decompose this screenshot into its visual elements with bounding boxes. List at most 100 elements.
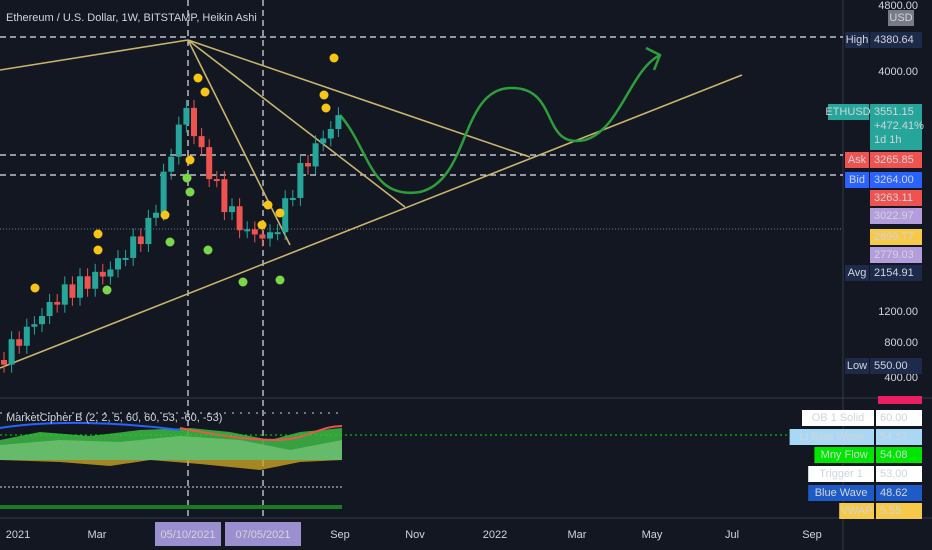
- candle-body: [206, 147, 213, 180]
- candle-body: [99, 271, 106, 277]
- price-tag: [870, 247, 922, 263]
- candle-body: [137, 236, 144, 245]
- chart-title: Ethereum / U.S. Dollar, 1W, BITSTAMP, He…: [6, 12, 257, 24]
- indicator-tag-value: 48.62: [880, 487, 908, 499]
- signal-dot: [193, 73, 203, 83]
- symbol-tag-box: [870, 104, 922, 150]
- symbol-tag-change: +472.41%: [874, 120, 924, 132]
- candles: [1, 53, 342, 373]
- indicator-tag: [876, 466, 922, 482]
- indicator-tag: [876, 410, 922, 426]
- candle-body: [61, 284, 68, 305]
- cursor-label-box: [225, 522, 301, 546]
- candle-body: [175, 124, 182, 157]
- signal-dot: [185, 187, 195, 197]
- cursor-label: 05/10/2021: [160, 529, 215, 541]
- unit-label: USD: [889, 12, 912, 24]
- price-tag-value: 3022.97: [874, 210, 914, 222]
- signal-dot: [30, 283, 40, 293]
- signal-dot: [329, 53, 339, 63]
- indicator-tag-label: Mny Flow: [821, 449, 868, 461]
- time-tick: Sep: [330, 529, 350, 541]
- candle-body: [221, 179, 228, 213]
- signal-dot: [275, 275, 285, 285]
- price-tag-label-box: [845, 358, 869, 374]
- indicator-tag-label-box: [789, 429, 874, 445]
- candle-body: [251, 229, 258, 235]
- candle-body: [229, 206, 235, 213]
- price-tag-value: 3263.11: [874, 192, 913, 204]
- price-tick: 800.00: [884, 337, 918, 349]
- candle-body: [16, 339, 23, 346]
- symbol-tag-name: ETHUSD: [825, 106, 870, 118]
- unit-box: [888, 10, 914, 26]
- candle-body: [54, 301, 61, 305]
- indicator-tag-value: 60.00: [880, 412, 908, 424]
- candle-body: [130, 236, 137, 258]
- indicator-tag-label: OB 1 Solid: [812, 412, 865, 424]
- time-tick: Mar: [88, 529, 107, 541]
- indicator-tag-value: 5.55: [880, 505, 901, 517]
- trendlines: [0, 39, 743, 369]
- candle-body: [191, 107, 197, 137]
- candle-body: [145, 217, 152, 245]
- price-tag-value: 3265.85: [874, 154, 914, 166]
- candle-body: [244, 229, 251, 232]
- price-tag-value: 4380.64: [874, 34, 914, 46]
- signal-dot: [257, 220, 267, 230]
- price-tag-label: Avg: [848, 267, 867, 279]
- price-tag: [870, 208, 922, 224]
- candle-body: [69, 284, 76, 298]
- candle-body: [327, 129, 334, 139]
- time-tick: 2021: [6, 529, 30, 541]
- price-tag-label: Ask: [848, 154, 867, 166]
- price-tag-label-box: [845, 265, 869, 281]
- candle-body: [213, 179, 220, 182]
- signal-dot: [321, 103, 331, 113]
- candle-body: [46, 301, 53, 317]
- time-tick: May: [642, 529, 663, 541]
- candle-body: [320, 138, 327, 144]
- time-tick: Nov: [405, 529, 425, 541]
- time-tick: 2022: [483, 529, 507, 541]
- signal-dot: [93, 229, 103, 239]
- signal-dot: [238, 277, 248, 287]
- candle-body: [297, 163, 304, 198]
- indicator-tag-label-box: [814, 447, 874, 463]
- price-tag-label: High: [846, 34, 869, 46]
- signal-dot: [263, 200, 273, 210]
- price-tick: 4800.00: [878, 0, 918, 12]
- signal-dot: [185, 155, 195, 165]
- time-tick: Sep: [802, 529, 822, 541]
- candle-body: [115, 258, 121, 270]
- price-tag-value: 3264.00: [874, 174, 914, 186]
- candle-body: [198, 136, 205, 148]
- price-tag: [870, 152, 922, 168]
- price-tag: [870, 190, 922, 206]
- candle-body: [39, 316, 45, 325]
- indicator-tag: [876, 503, 922, 519]
- indicator-tag-label-box: [808, 466, 874, 482]
- candle-body: [31, 324, 38, 327]
- candle-body: [168, 156, 175, 172]
- candle-body: [183, 107, 190, 125]
- signal-dot: [182, 173, 192, 183]
- candle-body: [274, 232, 281, 235]
- indicator-tag: [876, 429, 922, 445]
- price-tag-label: Bid: [849, 174, 865, 186]
- indicator-tag-label: VWAP: [841, 505, 873, 517]
- candle-body: [289, 197, 296, 200]
- indicator-tag-value: 53.00: [880, 468, 908, 480]
- candle-body: [305, 163, 311, 167]
- time-tick: Jul: [725, 529, 739, 541]
- price-tag-value: 2154.91: [874, 267, 914, 279]
- signal-dot: [319, 90, 329, 100]
- price-tick: 400.00: [884, 372, 918, 384]
- indicator-tag-value: 54.17: [880, 431, 908, 443]
- forecast-drawing: [339, 46, 662, 195]
- price-tag-value: 550.00: [874, 360, 908, 372]
- cursor-label-box: [155, 522, 221, 546]
- signal-dot: [203, 245, 213, 255]
- candle-body: [77, 276, 83, 298]
